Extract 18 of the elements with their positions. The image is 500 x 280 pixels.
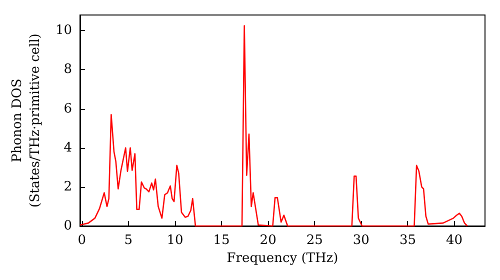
x-tick-label: 35: [399, 233, 416, 248]
x-axis-title: Frequency (THz): [226, 251, 338, 266]
y-tick-label: 6: [64, 101, 72, 116]
y-tick-label: 4: [64, 140, 72, 156]
x-tick-label: 40: [446, 233, 463, 248]
line-series: [79, 25, 468, 227]
x-tick-label: 0: [78, 233, 86, 248]
x-tick-label: 25: [306, 233, 323, 248]
y-tick-label: 10: [55, 23, 72, 38]
x-tick-label: 10: [166, 233, 184, 248]
y-tick-label: 0: [64, 218, 72, 234]
x-tick-label: 30: [352, 233, 370, 248]
x-tick-label: 15: [213, 233, 230, 248]
x-tick-label: 5: [124, 233, 133, 248]
x-tick-label: 20: [260, 233, 276, 248]
y-tick-label: 8: [64, 62, 72, 78]
y-tick-label: 2: [64, 179, 72, 194]
y-axis-title: Phonon DOS (States/THz·primitive cell): [10, 33, 44, 208]
